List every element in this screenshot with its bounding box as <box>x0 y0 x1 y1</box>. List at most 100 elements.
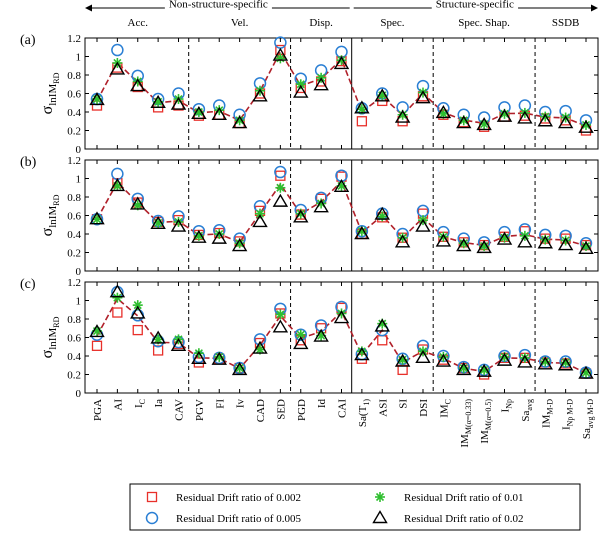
y-tick-label: 0.2 <box>67 370 81 382</box>
data-point <box>374 318 390 332</box>
x-tick-label: AI <box>112 399 124 411</box>
asterisk-stroke <box>133 301 142 310</box>
x-tick-label-part: IM <box>540 414 552 428</box>
data-point <box>293 209 309 223</box>
data-point <box>91 340 103 351</box>
y-axis-label-part: σ <box>39 105 56 114</box>
legend-label: Residual Drift ratio of 0.02 <box>404 513 523 525</box>
y-axis-label: σlnIMRD <box>39 316 61 358</box>
y-tick-label: 0.4 <box>67 351 81 363</box>
x-tick-label: IMC <box>438 399 452 418</box>
data-point <box>496 231 513 245</box>
asterisk-stroke <box>235 239 244 248</box>
asterisk-stroke <box>500 233 509 242</box>
category-label: Disp. <box>309 17 333 29</box>
y-axis-label-part: RD <box>52 72 61 83</box>
data-point <box>313 328 329 342</box>
data-point <box>354 226 370 240</box>
data-point <box>415 349 431 364</box>
data-point <box>89 211 105 225</box>
data-point <box>374 206 390 220</box>
y-tick-label: 0.6 <box>67 211 81 223</box>
data-point <box>496 108 513 122</box>
data-point <box>356 226 367 237</box>
asterisk-stroke <box>357 227 366 236</box>
data-point <box>496 352 513 366</box>
asterisk-stroke <box>276 310 285 319</box>
data-point <box>537 113 553 127</box>
group-label: Structure-specific <box>436 0 514 11</box>
data-point <box>252 214 268 228</box>
y-axis-label-part: σ <box>39 227 56 236</box>
data-point <box>150 330 166 344</box>
data-point <box>252 88 268 102</box>
data-point <box>231 115 248 129</box>
data-point <box>374 88 390 102</box>
x-tick-label: Saavg <box>520 399 534 422</box>
data-point <box>295 329 306 340</box>
y-axis-label-part: lnIM <box>47 328 59 350</box>
data-point <box>578 119 594 133</box>
data-point <box>394 109 411 123</box>
asterisk-stroke <box>375 492 385 502</box>
data-point <box>255 208 265 219</box>
data-point <box>476 239 492 254</box>
data-point <box>191 105 207 120</box>
x-tick-label: Sa(T1) <box>357 399 371 427</box>
x-tick-label: IMM-D <box>540 399 554 428</box>
data-point <box>435 233 452 247</box>
panel-label: (a) <box>20 33 36 48</box>
data-point <box>377 318 388 329</box>
y-tick-label: 0 <box>76 388 82 400</box>
x-tick-label-part: avg M-D <box>586 399 595 428</box>
x-tick-label: IC <box>133 399 147 408</box>
label-background <box>431 0 519 11</box>
y-tick-label: 1.2 <box>67 277 81 289</box>
data-point <box>476 363 492 377</box>
data-point <box>130 196 146 210</box>
legend-marker <box>375 492 385 502</box>
category-label: Acc. <box>128 17 149 29</box>
data-point <box>275 309 286 320</box>
x-tick-label: FI <box>214 399 226 409</box>
data-point <box>275 182 286 193</box>
y-axis-label-part: RD <box>52 194 61 205</box>
panel-label: (c) <box>20 277 36 292</box>
panel-c: 0 0.2 0.4 0.6 0.8 1 1.2 (c) <box>20 277 599 400</box>
x-tick-label: Id <box>316 399 328 409</box>
panel-label: (b) <box>20 155 37 170</box>
data-point <box>333 310 350 324</box>
data-point <box>211 106 227 120</box>
x-tick-label: SED <box>275 399 287 420</box>
x-tick-label-part: avg <box>525 399 534 411</box>
y-tick-label: 0.8 <box>67 70 81 82</box>
data-point <box>356 116 368 127</box>
data-point <box>415 90 431 104</box>
data-point <box>557 237 574 251</box>
data-point <box>435 353 452 367</box>
x-tick-label: ASI <box>377 399 389 417</box>
x-tick-label: Iv <box>235 399 247 409</box>
x-tick-label-part: IM <box>459 434 471 448</box>
asterisk-stroke <box>235 363 244 373</box>
data-point <box>560 357 571 368</box>
category-label: SSDB <box>552 17 580 29</box>
y-tick-label: 1.2 <box>67 155 81 167</box>
x-tick-label: CAD <box>255 399 267 422</box>
y-tick-label: 0.6 <box>67 89 81 101</box>
x-tick-label-part: M(α=0.33) <box>464 399 473 434</box>
data-point <box>313 199 329 213</box>
x-tick-label: PGD <box>296 399 308 421</box>
x-tick-label: INp <box>500 399 514 412</box>
data-point <box>578 240 594 255</box>
legend-marker <box>145 511 159 525</box>
data-point <box>355 224 369 238</box>
data-point <box>89 92 105 106</box>
x-tick-label: PGA <box>92 399 104 421</box>
y-axis-label: σlnIMRD <box>39 72 61 114</box>
x-tick-label: IMM(α=0.33) <box>459 399 473 448</box>
asterisk-stroke <box>459 116 468 125</box>
x-tick-label-part: C <box>443 399 452 404</box>
category-label: Spec. Shap. <box>458 17 510 29</box>
data-point <box>130 305 146 319</box>
